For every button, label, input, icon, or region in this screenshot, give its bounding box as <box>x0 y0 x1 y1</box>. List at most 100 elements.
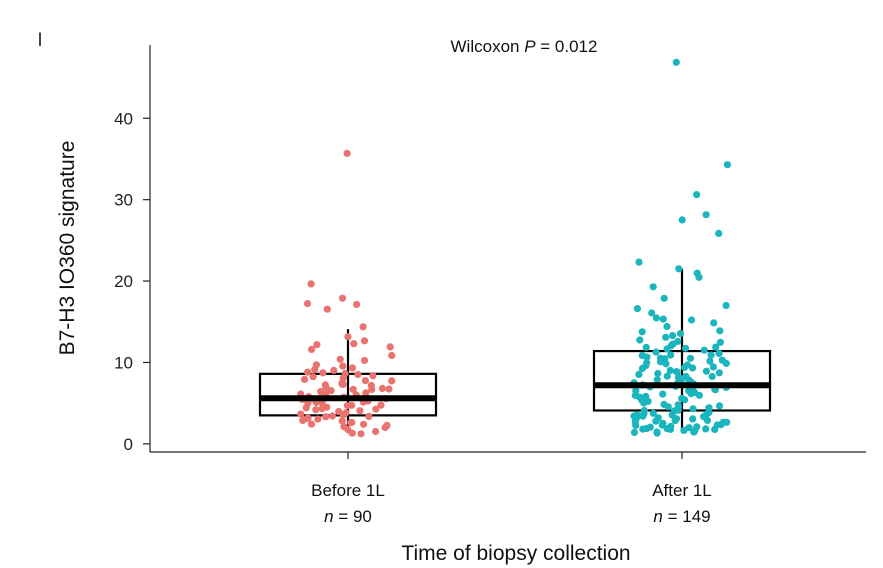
data-point <box>360 420 368 428</box>
data-point <box>386 343 394 351</box>
data-point <box>357 430 365 438</box>
data-point <box>636 336 644 344</box>
x-n-label: n = 90 <box>324 507 372 526</box>
data-point <box>671 417 679 425</box>
y-tick-label: 40 <box>114 109 133 128</box>
plot-area: 0 10 20 30 40 Before 1L n = 90 After 1L n = 149 <box>114 45 866 526</box>
data-point <box>311 365 319 373</box>
data-point <box>362 389 370 397</box>
data-point <box>350 340 358 348</box>
data-point <box>343 402 351 410</box>
data-point <box>653 428 661 436</box>
data-point <box>643 353 651 361</box>
data-point <box>676 330 685 338</box>
data-point <box>663 372 671 380</box>
data-point <box>361 377 369 385</box>
data-point <box>675 265 683 273</box>
data-point <box>681 363 689 371</box>
data-point <box>313 341 321 349</box>
data-point <box>354 370 362 379</box>
data-point <box>662 360 670 368</box>
data-point <box>318 405 326 413</box>
data-point <box>702 425 710 433</box>
data-point <box>304 368 312 376</box>
data-point <box>353 300 361 309</box>
data-point <box>297 410 305 418</box>
data-point <box>356 407 364 415</box>
y-tick-label: 0 <box>124 435 133 454</box>
data-point <box>635 370 643 378</box>
data-point <box>662 333 670 341</box>
data-point <box>631 418 640 426</box>
data-point <box>649 409 657 417</box>
data-point <box>695 273 703 281</box>
data-point <box>664 403 672 411</box>
data-point <box>643 424 651 433</box>
data-point <box>687 390 695 398</box>
data-point <box>381 423 389 432</box>
data-point <box>715 402 724 410</box>
data-point <box>388 351 396 360</box>
data-point <box>702 211 710 219</box>
annotation-suffix: = 0.012 <box>536 37 598 56</box>
data-point <box>359 323 367 331</box>
data-point <box>307 420 316 428</box>
y-tick-label: 20 <box>114 272 133 291</box>
data-point <box>663 322 671 331</box>
data-point <box>635 258 643 266</box>
data-point <box>681 344 690 352</box>
data-point <box>388 377 396 385</box>
data-point <box>319 369 327 377</box>
data-point <box>700 346 708 354</box>
data-point <box>344 333 352 341</box>
data-point <box>338 294 347 302</box>
data-point <box>715 229 723 237</box>
x-category-label: Before 1L <box>311 481 385 500</box>
data-point <box>314 415 322 423</box>
data-point <box>712 343 720 351</box>
data-point <box>330 366 338 374</box>
data-point <box>377 401 385 409</box>
data-point <box>348 364 357 372</box>
data-point <box>669 332 677 340</box>
data-point <box>678 216 686 224</box>
data-point <box>303 300 312 308</box>
data-point <box>672 368 681 376</box>
data-point <box>666 425 675 433</box>
data-point <box>312 406 320 414</box>
data-point <box>709 363 717 371</box>
data-point <box>715 369 723 377</box>
data-point <box>327 387 335 395</box>
annotation-p: P <box>524 37 536 56</box>
data-point <box>649 283 657 291</box>
data-point <box>638 328 646 336</box>
data-point <box>372 405 380 413</box>
data-point <box>336 355 344 363</box>
data-point <box>339 411 347 419</box>
data-point <box>681 396 689 404</box>
annotation-prefix: Wilcoxon <box>451 37 525 56</box>
data-point <box>301 375 309 383</box>
data-point <box>659 390 667 398</box>
data-point <box>338 417 346 425</box>
data-point <box>302 404 310 412</box>
data-point <box>689 364 697 372</box>
data-point <box>656 358 665 366</box>
data-point <box>348 429 356 437</box>
data-point <box>652 348 660 356</box>
data-point <box>710 319 718 327</box>
data-point <box>323 305 331 313</box>
y-tick-label: 10 <box>114 353 133 372</box>
data-point <box>667 351 675 359</box>
data-point <box>723 161 732 169</box>
data-point <box>652 314 661 322</box>
data-point <box>633 305 642 313</box>
data-point <box>339 362 347 370</box>
data-point <box>686 354 695 362</box>
x-category-label: After 1L <box>652 481 712 500</box>
data-point <box>706 357 714 365</box>
data-point <box>347 419 355 427</box>
data-point <box>693 191 701 199</box>
data-point <box>343 149 351 157</box>
